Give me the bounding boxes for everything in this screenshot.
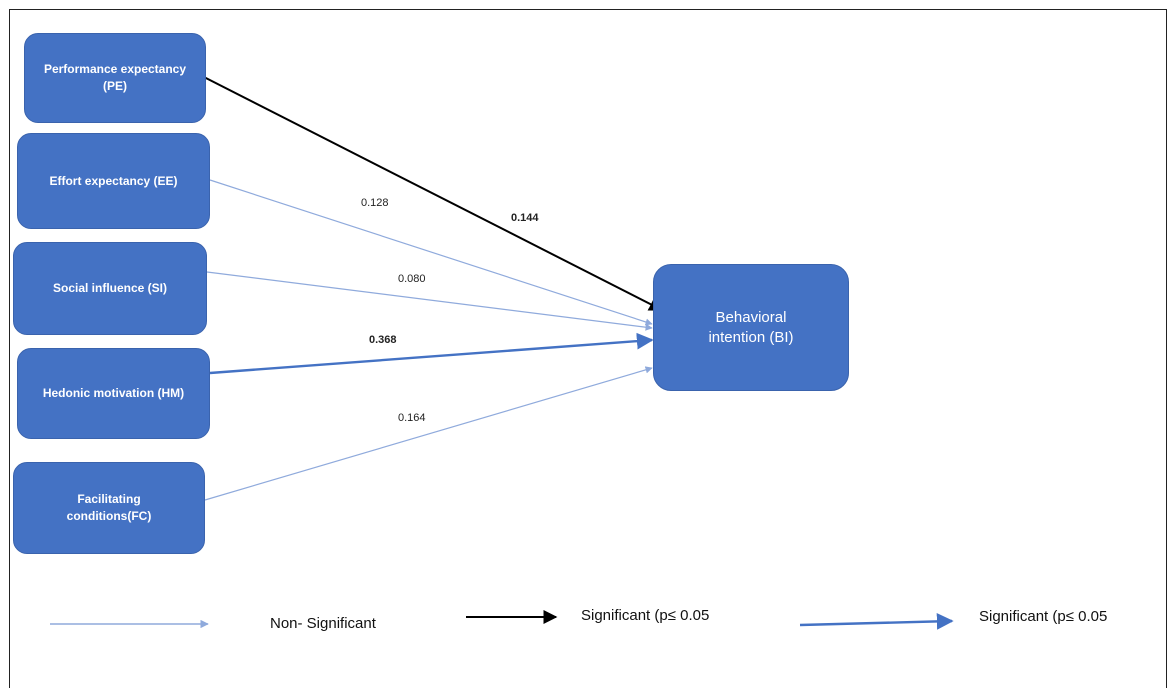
legend-arrow-significant-blue: [799, 613, 954, 630]
node-social-influence: Social influence (SI): [13, 242, 207, 335]
path-si-bi: [206, 271, 653, 331]
node-label-ee: Effort expectancy (EE): [49, 173, 178, 188]
node-label-si: Social influence (SI): [52, 281, 168, 295]
path-fc-bi: [204, 366, 653, 501]
node-effort-expectancy: Effort expectancy (EE): [17, 133, 210, 229]
legend-label-significant-blue: Significant (p≤ 0.05: [979, 608, 1108, 625]
node-label-fc: Facilitating conditions(FC): [66, 492, 152, 523]
coefficient-pe: 0.144: [511, 212, 539, 224]
coefficient-fc: 0.164: [398, 412, 426, 424]
coefficient-si: 0.080: [398, 273, 426, 285]
path-ee-bi: [209, 179, 653, 326]
node-label-hm: Hedonic motivation (HM): [42, 386, 185, 400]
node-performance-expectancy: Performance expectancy (PE): [24, 33, 206, 123]
node-hedonic-motivation: Hedonic motivation (HM): [17, 348, 210, 439]
node-facilitating-conditions: Facilitating conditions(FC): [13, 462, 205, 554]
node-label-bi: Behavioral intention (BI): [708, 308, 794, 346]
node-label-pe: Performance expectancy (PE): [43, 62, 187, 93]
path-hm-bi: [209, 332, 654, 375]
path-pe-bi: [197, 73, 664, 311]
legend-label-significant-black: Significant (p≤ 0.05: [581, 607, 710, 624]
coefficient-hm: 0.368: [369, 334, 397, 346]
coefficient-ee: 0.128: [361, 197, 389, 209]
node-behavioral-intention: Behavioral intention (BI): [653, 264, 849, 391]
legend-label-non-significant: Non- Significant: [270, 615, 376, 632]
